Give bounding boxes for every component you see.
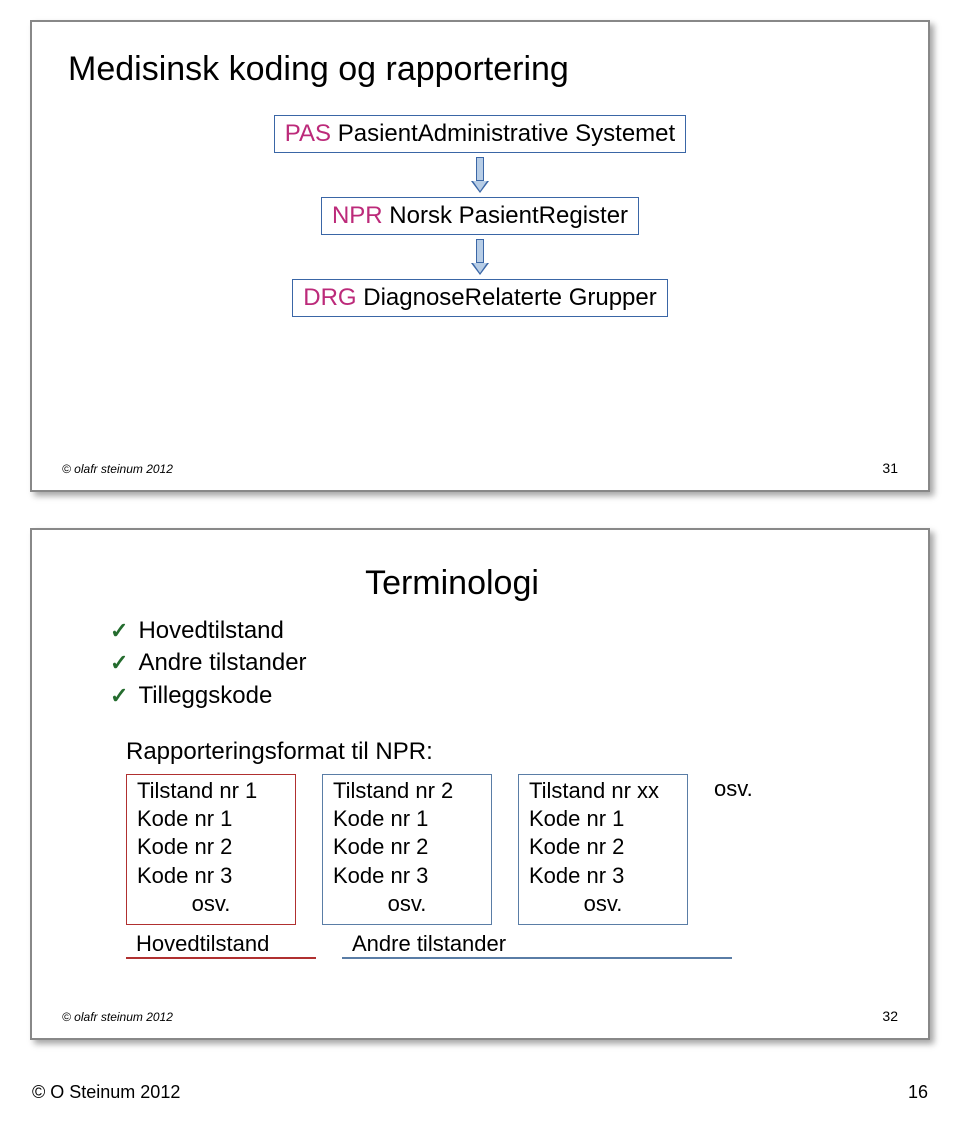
columns-row: Tilstand nr 1 Kode nr 1 Kode nr 2 Kode n… (126, 774, 898, 925)
check-icon: ✓ (110, 616, 128, 646)
slide1-title: Medisinsk koding og rapportering (68, 50, 898, 89)
box-npr-rest: Norsk PasientRegister (383, 202, 628, 229)
arrow-down-icon (473, 239, 487, 275)
col-etc: osv. (137, 890, 285, 918)
page: Medisinsk koding og rapportering PAS Pas… (0, 0, 960, 1133)
checklist-label: Tilleggskode (138, 680, 272, 712)
slide2-pagenum: 32 (882, 1008, 898, 1024)
col-row: Kode nr 1 (137, 805, 285, 833)
slide-2: Terminologi ✓ Hovedtilstand ✓ Andre tils… (30, 528, 930, 1040)
bottom-label-left: Hovedtilstand (126, 931, 316, 959)
col-etc: osv. (333, 890, 481, 918)
col-header: Tilstand nr 1 (137, 777, 285, 805)
box-pas-rest: PasientAdministrative Systemet (331, 120, 675, 147)
subhead: Rapporteringsformat til NPR: (126, 738, 898, 766)
column-2: Tilstand nr 2 Kode nr 1 Kode nr 2 Kode n… (322, 774, 492, 925)
checklist-label: Hovedtilstand (138, 615, 283, 647)
col-row: Kode nr 2 (529, 833, 677, 861)
box-npr-accent: NPR (332, 202, 383, 229)
footer-left: © O Steinum 2012 (32, 1082, 180, 1103)
box-drg-rest: DiagnoseRelaterte Grupper (357, 284, 657, 311)
column-1: Tilstand nr 1 Kode nr 1 Kode nr 2 Kode n… (126, 774, 296, 925)
col-row: Kode nr 1 (333, 805, 481, 833)
col-header: Tilstand nr xx (529, 777, 677, 805)
box-pas-accent: PAS (285, 120, 331, 147)
box-drg-accent: DRG (303, 284, 356, 311)
slide2-title: Terminologi (322, 564, 582, 603)
arrow-down-icon (473, 157, 487, 193)
check-icon: ✓ (110, 681, 128, 711)
page-footer: © O Steinum 2012 16 (30, 1076, 930, 1103)
checklist-item: ✓ Tilleggskode (110, 680, 898, 712)
col-row: Kode nr 2 (137, 833, 285, 861)
box-drg: DRG DiagnoseRelaterte Grupper (292, 279, 668, 317)
checklist: ✓ Hovedtilstand ✓ Andre tilstander ✓ Til… (110, 615, 898, 712)
slide-1: Medisinsk koding og rapportering PAS Pas… (30, 20, 930, 492)
bottom-label-right: Andre tilstander (342, 931, 732, 959)
footer-right: 16 (908, 1082, 928, 1103)
col-row: Kode nr 3 (529, 862, 677, 890)
trailing-osv: osv. (714, 776, 753, 802)
checklist-item: ✓ Andre tilstander (110, 647, 898, 679)
col-header: Tilstand nr 2 (333, 777, 481, 805)
checklist-item: ✓ Hovedtilstand (110, 615, 898, 647)
column-3: Tilstand nr xx Kode nr 1 Kode nr 2 Kode … (518, 774, 688, 925)
check-icon: ✓ (110, 648, 128, 678)
col-row: Kode nr 3 (137, 862, 285, 890)
col-row: Kode nr 3 (333, 862, 481, 890)
bottom-labels: Hovedtilstand Andre tilstander (126, 931, 898, 959)
box-pas: PAS PasientAdministrative Systemet (274, 115, 686, 153)
col-row: Kode nr 1 (529, 805, 677, 833)
checklist-label: Andre tilstander (138, 647, 306, 679)
slide1-copyright: © olafr steinum 2012 (62, 462, 173, 476)
slide2-copyright: © olafr steinum 2012 (62, 1010, 173, 1024)
col-etc: osv. (529, 890, 677, 918)
slide1-pagenum: 31 (882, 460, 898, 476)
box-npr: NPR Norsk PasientRegister (321, 197, 639, 235)
col-row: Kode nr 2 (333, 833, 481, 861)
